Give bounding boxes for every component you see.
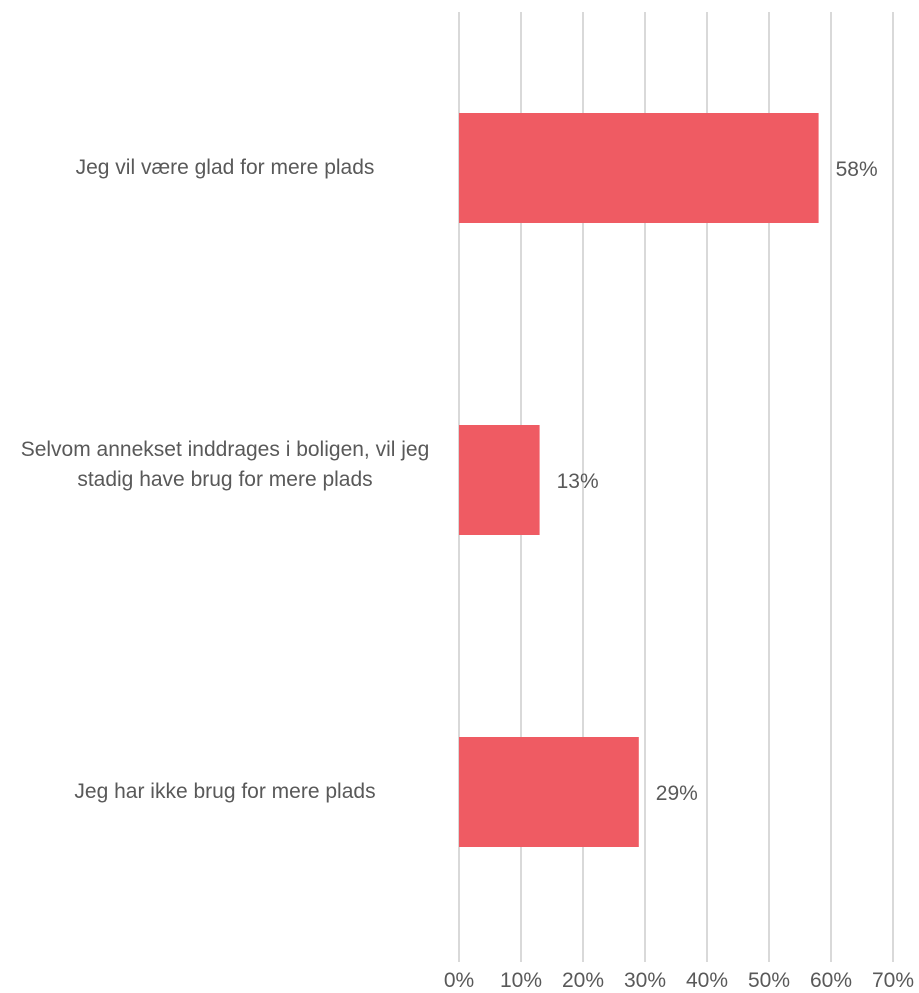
data-label-1: 13%: [557, 470, 599, 493]
bar-0: [459, 113, 819, 223]
data-label-2: 29%: [656, 782, 698, 805]
x-tick-label-7: 70%: [872, 969, 914, 992]
category-label-2: Jeg har ikke brug for mere plads: [74, 780, 376, 803]
x-tick-label-0: 0%: [444, 969, 474, 992]
category-label-0: Jeg vil være glad for mere plads: [75, 156, 375, 179]
x-tick-label-4: 40%: [686, 969, 728, 992]
bar-1: [459, 425, 540, 535]
x-tick-label-6: 60%: [810, 969, 852, 992]
bar-2: [459, 737, 639, 847]
x-tick-label-1: 10%: [500, 969, 542, 992]
x-tick-label-2: 20%: [562, 969, 604, 992]
data-label-0: 58%: [836, 158, 878, 181]
category-label-1: Selvom annekset inddrages i boligen, vil…: [20, 438, 430, 491]
x-tick-label-5: 50%: [748, 969, 790, 992]
x-tick-label-3: 30%: [624, 969, 666, 992]
